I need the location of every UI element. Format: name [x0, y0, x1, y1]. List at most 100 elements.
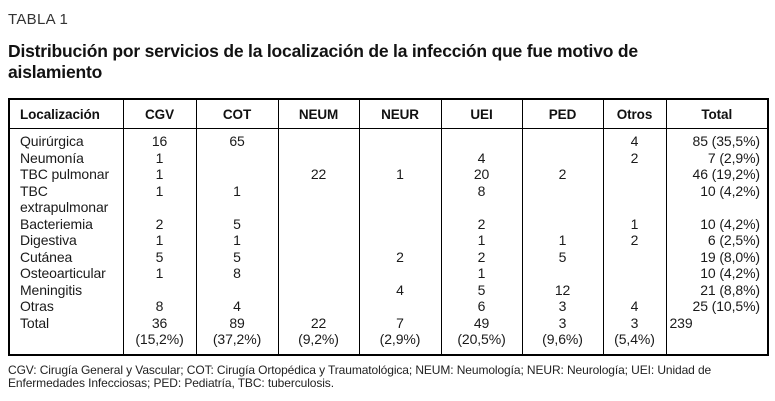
table-body: Quirúrgica 16 65 4 85 (35,5%) Neumonía 1 4 2 7 (2… [8, 128, 769, 355]
row-label: Osteoarticular [8, 265, 124, 282]
row-label: Bacteriemia [8, 215, 124, 232]
column-header: COT [195, 98, 279, 129]
table-cell: 8 [122, 298, 197, 315]
table-cell: 1 [195, 182, 279, 216]
table-cell [122, 281, 197, 298]
table-cell: 1 [122, 265, 197, 282]
column-header: UEI [440, 98, 523, 129]
row-label: Meningitis [8, 281, 124, 298]
table-cell: 36 (15,2%) [122, 314, 197, 355]
row-label: TBC pulmonar [8, 166, 124, 183]
column-header: Otros [602, 98, 667, 129]
table-cell [521, 149, 604, 166]
table-row: TBC pulmonar 1 22 1 20 2 46 (19,2%) [8, 166, 769, 183]
table-cell: 22 (9,2%) [277, 314, 360, 355]
table-row: Quirúrgica 16 65 4 85 (35,5%) [8, 128, 769, 150]
table-cell: 1 [358, 166, 442, 183]
table-cell [277, 128, 360, 150]
table-cell: 5 [440, 281, 523, 298]
table-cell: 5 [521, 248, 604, 265]
table-cell: 25 (10,5%) [665, 298, 769, 315]
table-cell: 2 [602, 149, 667, 166]
table-cell [277, 298, 360, 315]
column-header: PED [521, 98, 604, 129]
table-cell: 4 [602, 128, 667, 150]
table-cell [602, 248, 667, 265]
table-cell: 85 (35,5%) [665, 128, 769, 150]
table-cell: 1 [122, 182, 197, 216]
table-row: Total 36 (15,2%) 89 (37,2%) 22 (9,2%) 7 (2,9… [8, 314, 769, 355]
table-cell [277, 265, 360, 282]
table-cell [195, 281, 279, 298]
table-cell: 3 (9,6%) [521, 314, 604, 355]
table-cell: 1 [440, 232, 523, 249]
table-cell [195, 166, 279, 183]
table-cell [195, 149, 279, 166]
table-cell: 4 [358, 281, 442, 298]
table-cell: 10 (4,2%) [665, 215, 769, 232]
table-cell: 2 [521, 166, 604, 183]
table-label: TABLA 1 [8, 11, 69, 28]
table-cell: 2 [602, 232, 667, 249]
table-cell: 65 [195, 128, 279, 150]
table-cell [358, 298, 442, 315]
table-cell: 49 (20,5%) [440, 314, 523, 355]
table-cell [358, 215, 442, 232]
table-cell [277, 182, 360, 216]
table-cell [277, 215, 360, 232]
table-row: Neumonía 1 4 2 7 (2,9%) [8, 149, 769, 166]
table-cell [277, 281, 360, 298]
table-cell: 10 (4,2%) [665, 265, 769, 282]
table-cell [521, 265, 604, 282]
row-label: Cutánea [8, 248, 124, 265]
table-row: Otras 8 4 6 3 4 25 (10,5%) [8, 298, 769, 315]
table-cell: 7 (2,9%) [358, 314, 442, 355]
table-cell: 2 [440, 215, 523, 232]
table-cell: 1 [521, 232, 604, 249]
column-header: Total [665, 98, 769, 129]
table-cell: 1 [440, 265, 523, 282]
table-row: Cutánea 5 5 2 2 5 19 (8,0%) [8, 248, 769, 265]
table-cell [358, 232, 442, 249]
table-row: Bacteriemia 2 5 2 1 10 (4,2%) [8, 215, 769, 232]
table-cell [358, 182, 442, 216]
data-table: Localización CGV COT NEUM NEUR UEI PED Otros Tot… [8, 98, 769, 356]
table-cell: 3 [521, 298, 604, 315]
table-cell: 19 (8,0%) [665, 248, 769, 265]
table-cell: 1 [602, 215, 667, 232]
table-cell: 6 [440, 298, 523, 315]
header-row: Localización CGV COT NEUM NEUR UEI PED Otros Tot… [8, 98, 769, 129]
table-cell [521, 128, 604, 150]
table-cell: 22 [277, 166, 360, 183]
table-cell: 89 (37,2%) [195, 314, 279, 355]
row-label: TBC extrapulmonar [8, 182, 124, 216]
table-cell [277, 232, 360, 249]
table-cell [602, 281, 667, 298]
table-cell: 4 [195, 298, 279, 315]
table-cell [358, 265, 442, 282]
table-cell: 46 (19,2%) [665, 166, 769, 183]
table-cell: 1 [122, 232, 197, 249]
table-cell: 2 [440, 248, 523, 265]
table-cell: 2 [358, 248, 442, 265]
table-title: Distribución por servicios de la localiz… [8, 41, 638, 82]
table-cell: 2 [122, 215, 197, 232]
table-cell: 21 (8,8%) [665, 281, 769, 298]
table-cell: 10 (4,2%) [665, 182, 769, 216]
table-cell: 7 (2,9%) [665, 149, 769, 166]
table-cell: 4 [602, 298, 667, 315]
table-cell [277, 248, 360, 265]
table-cell: 5 [195, 248, 279, 265]
table-cell [521, 215, 604, 232]
row-label: Quirúrgica [8, 128, 124, 150]
table-row: TBC extrapulmonar 1 1 8 10 (4,2%) [8, 182, 769, 216]
table-cell [358, 128, 442, 150]
table-cell: 5 [122, 248, 197, 265]
column-header: Localización [8, 98, 124, 129]
footnote: CGV: Cirugía General y Vascular; COT: Ci… [8, 362, 712, 390]
table-cell [440, 128, 523, 150]
table-cell: 6 (2,5%) [665, 232, 769, 249]
row-label: Digestiva [8, 232, 124, 249]
table-cell: 3 (5,4%) [602, 314, 667, 355]
row-label: Total [8, 314, 124, 355]
